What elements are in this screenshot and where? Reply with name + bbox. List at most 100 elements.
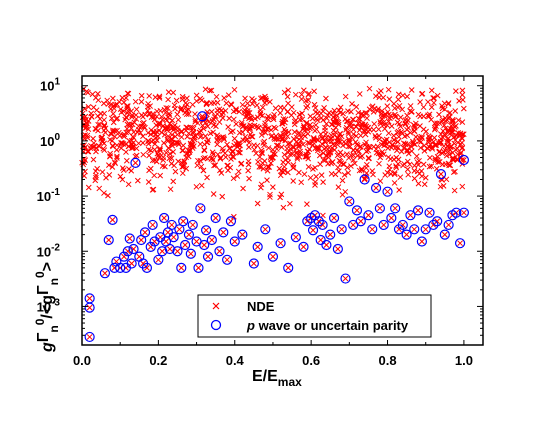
- nde-point: [239, 101, 246, 108]
- nde-point: [391, 169, 398, 176]
- nde-point: [355, 120, 362, 126]
- nde-point: [363, 123, 370, 130]
- nde-point: [305, 148, 312, 155]
- nde-point: [124, 103, 130, 109]
- p-wave-point: [237, 229, 248, 240]
- nde-point: [335, 121, 342, 128]
- nde-point: [364, 115, 370, 122]
- nde-point: [461, 209, 467, 216]
- nde-point: [184, 95, 190, 102]
- nde-point: [290, 178, 297, 184]
- nde-point: [310, 227, 316, 234]
- nde-point: [336, 139, 343, 146]
- nde-point: [335, 184, 342, 190]
- nde-point: [292, 91, 299, 98]
- nde-point: [275, 142, 281, 149]
- nde-point: [298, 91, 305, 98]
- x-axis-title-sub: max: [278, 375, 302, 389]
- nde-point: [164, 138, 171, 145]
- nde-point: [395, 91, 402, 98]
- nde-point: [93, 172, 99, 179]
- nde-point: [111, 159, 118, 166]
- nde-point: [94, 90, 101, 97]
- nde-series: [79, 85, 467, 340]
- nde-point: [110, 95, 116, 102]
- nde-point: [420, 104, 427, 111]
- nde-point: [434, 92, 441, 99]
- nde-point: [310, 136, 317, 142]
- nde-point: [264, 167, 271, 174]
- nde-point: [265, 145, 272, 151]
- nde-point: [408, 87, 415, 93]
- nde-point: [287, 145, 294, 152]
- p-wave-point: [435, 169, 447, 180]
- nde-point: [149, 222, 156, 228]
- nde-point: [208, 156, 215, 162]
- nde-point: [79, 110, 86, 117]
- nde-point: [155, 120, 162, 127]
- nde-point: [420, 161, 427, 168]
- nde-point: [220, 148, 226, 154]
- p-wave-point: [307, 225, 319, 236]
- nde-point: [440, 183, 447, 189]
- nde-point: [280, 204, 287, 211]
- nde-point: [216, 248, 223, 255]
- nde-point: [384, 103, 391, 109]
- nde-point: [287, 200, 293, 207]
- nde-point: [405, 171, 412, 178]
- nde-point: [192, 116, 199, 123]
- p-wave-point: [252, 241, 263, 252]
- nde-point: [362, 128, 369, 135]
- nde-point: [417, 123, 423, 129]
- nde-point: [325, 112, 331, 119]
- nde-point: [279, 168, 286, 175]
- legend: NDE p wave or uncertain parity: [197, 294, 432, 338]
- nde-point: [354, 207, 360, 214]
- nde-point: [178, 128, 185, 135]
- nde-point: [439, 118, 446, 125]
- nde-point: [342, 140, 349, 147]
- nde-point: [335, 151, 342, 157]
- nde-point: [152, 141, 158, 147]
- nde-point: [294, 154, 301, 160]
- nde-point: [90, 140, 97, 146]
- nde-point: [239, 129, 246, 135]
- nde-point: [427, 154, 433, 161]
- legend-label-pwave-p: p: [246, 318, 255, 333]
- nde-point: [174, 131, 181, 138]
- nde-point: [108, 131, 115, 137]
- nde-point: [459, 87, 466, 94]
- nde-point: [459, 96, 466, 103]
- p-wave-point: [139, 227, 151, 238]
- nde-point: [421, 148, 428, 154]
- nde-point: [202, 154, 208, 161]
- nde-point: [418, 91, 425, 97]
- nde-point: [95, 142, 102, 149]
- nde-point: [319, 134, 326, 141]
- p-wave-point: [201, 225, 212, 236]
- nde-point: [229, 128, 236, 135]
- nde-point: [344, 151, 350, 157]
- nde-point: [231, 213, 237, 220]
- nde-point: [428, 163, 435, 170]
- p-wave-point: [214, 246, 225, 257]
- p-wave-point: [141, 262, 153, 273]
- nde-point: [387, 115, 393, 122]
- nde-point: [144, 265, 150, 271]
- nde-point: [400, 92, 406, 99]
- nde-point: [141, 119, 147, 126]
- nde-point: [357, 154, 364, 160]
- nde-point: [169, 131, 175, 138]
- nde-point: [197, 205, 204, 212]
- p-wave-point: [202, 251, 214, 262]
- nde-point: [357, 218, 364, 225]
- nde-point: [109, 142, 116, 149]
- nde-point: [123, 95, 129, 101]
- nde-point: [125, 103, 131, 110]
- nde-point: [183, 150, 190, 157]
- nde-point: [225, 124, 232, 130]
- nde-point: [431, 126, 438, 133]
- nde-point: [270, 150, 277, 157]
- nde-point: [204, 139, 211, 146]
- nde-point: [412, 141, 418, 148]
